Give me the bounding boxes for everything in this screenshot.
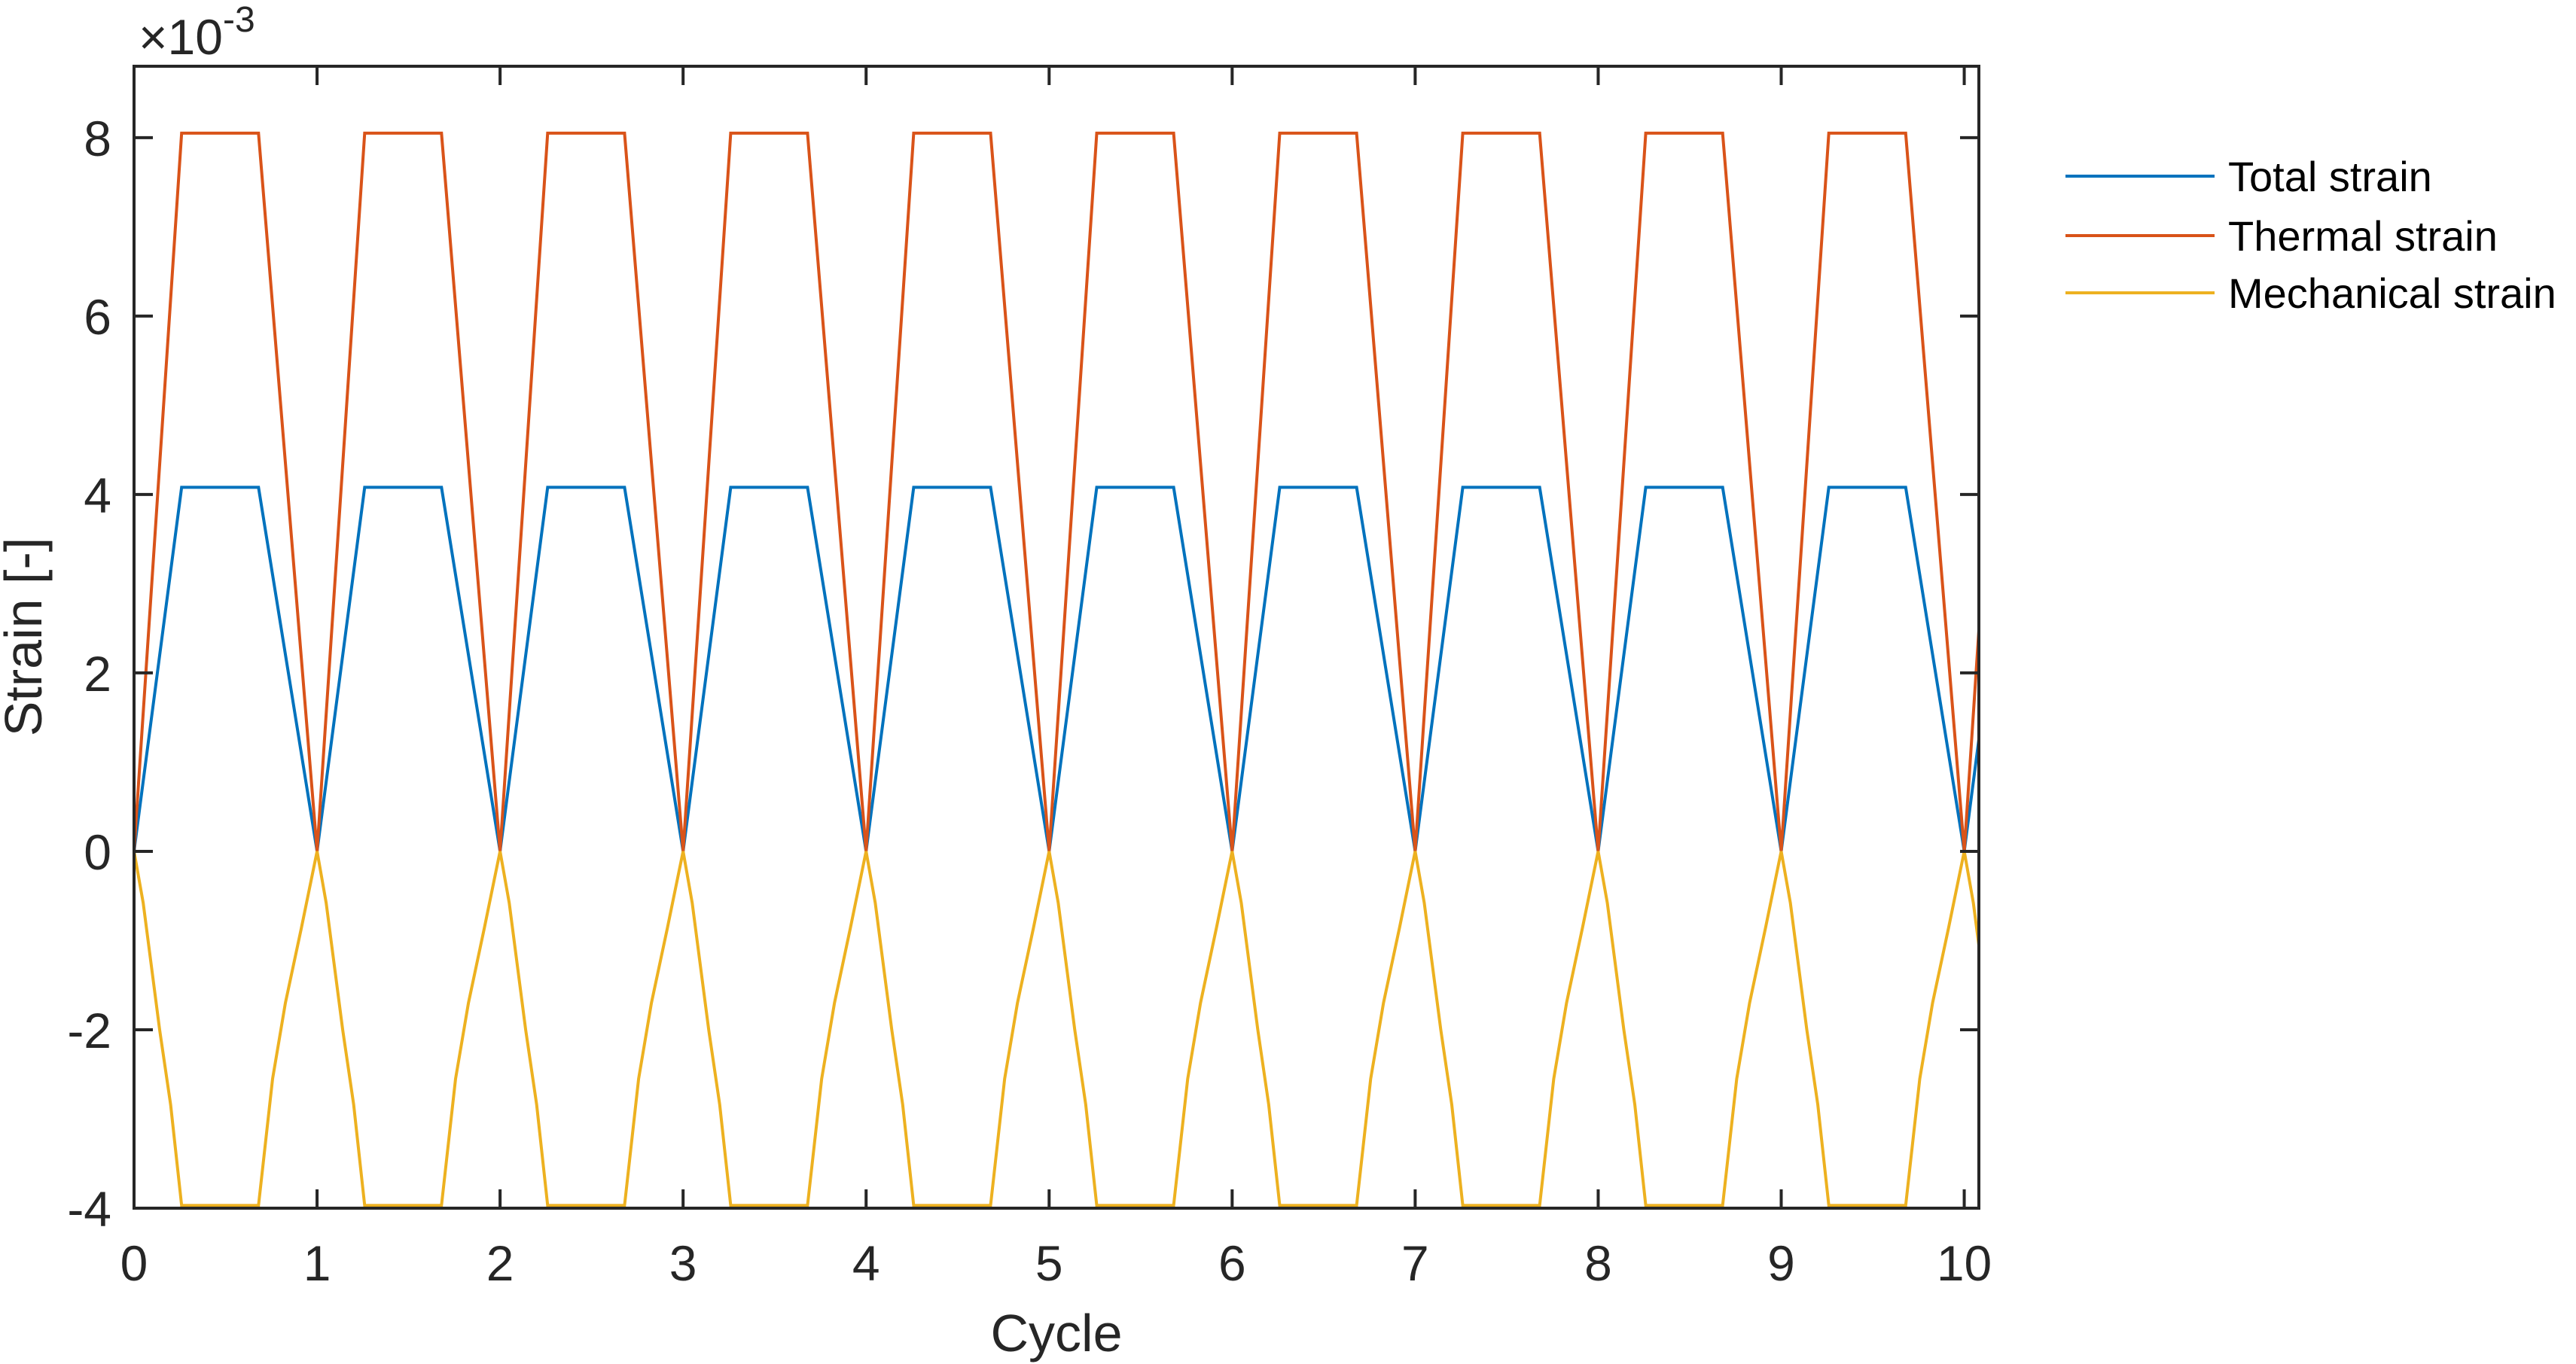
x-tick-label: 3 xyxy=(669,1235,697,1291)
legend: Total strain Thermal strain Mechanical s… xyxy=(2065,153,2556,317)
axes-box xyxy=(133,65,1980,1210)
x-axis-ticks: 0 1 2 3 4 5 6 7 8 9 10 xyxy=(120,66,1992,1291)
legend-item-total-strain: Total strain xyxy=(2065,153,2432,200)
x-tick-label: 9 xyxy=(1767,1235,1795,1291)
y-tick-label: 2 xyxy=(84,646,111,702)
x-tick-label: 5 xyxy=(1035,1235,1063,1291)
y-axis-multiplier: ×10-3 xyxy=(139,0,255,65)
x-tick-label: 6 xyxy=(1218,1235,1246,1291)
y-tick-label: 0 xyxy=(84,824,111,880)
legend-item-mechanical-strain: Mechanical strain xyxy=(2065,269,2556,317)
x-tick-label: 2 xyxy=(486,1235,514,1291)
y-tick-label: 8 xyxy=(84,111,111,166)
mechanical-strain-line xyxy=(133,851,1980,1207)
y-axis-label: Strain [-] xyxy=(0,537,53,737)
x-tick-label: 4 xyxy=(852,1235,880,1291)
legend-label: Mechanical strain xyxy=(2228,269,2556,317)
y-tick-label: -2 xyxy=(67,1003,111,1058)
legend-label: Total strain xyxy=(2228,153,2432,200)
x-tick-label: 7 xyxy=(1401,1235,1429,1291)
x-axis-label: Cycle xyxy=(990,1304,1122,1362)
legend-item-thermal-strain: Thermal strain xyxy=(2065,212,2498,260)
y-axis-ticks: -4 -2 0 2 4 6 8 xyxy=(67,111,1979,1237)
x-tick-label: 1 xyxy=(303,1235,331,1291)
x-tick-label: 0 xyxy=(120,1235,148,1291)
legend-label: Thermal strain xyxy=(2228,212,2498,260)
x-tick-label: 10 xyxy=(1937,1235,1992,1291)
total-strain-line xyxy=(133,486,1980,852)
y-tick-label: 6 xyxy=(84,289,111,345)
series-layer xyxy=(133,131,1980,1207)
x-tick-label: 8 xyxy=(1584,1235,1612,1291)
thermal-strain-line xyxy=(133,131,1980,852)
y-tick-label: 4 xyxy=(84,467,111,523)
y-tick-label: -4 xyxy=(67,1181,111,1237)
